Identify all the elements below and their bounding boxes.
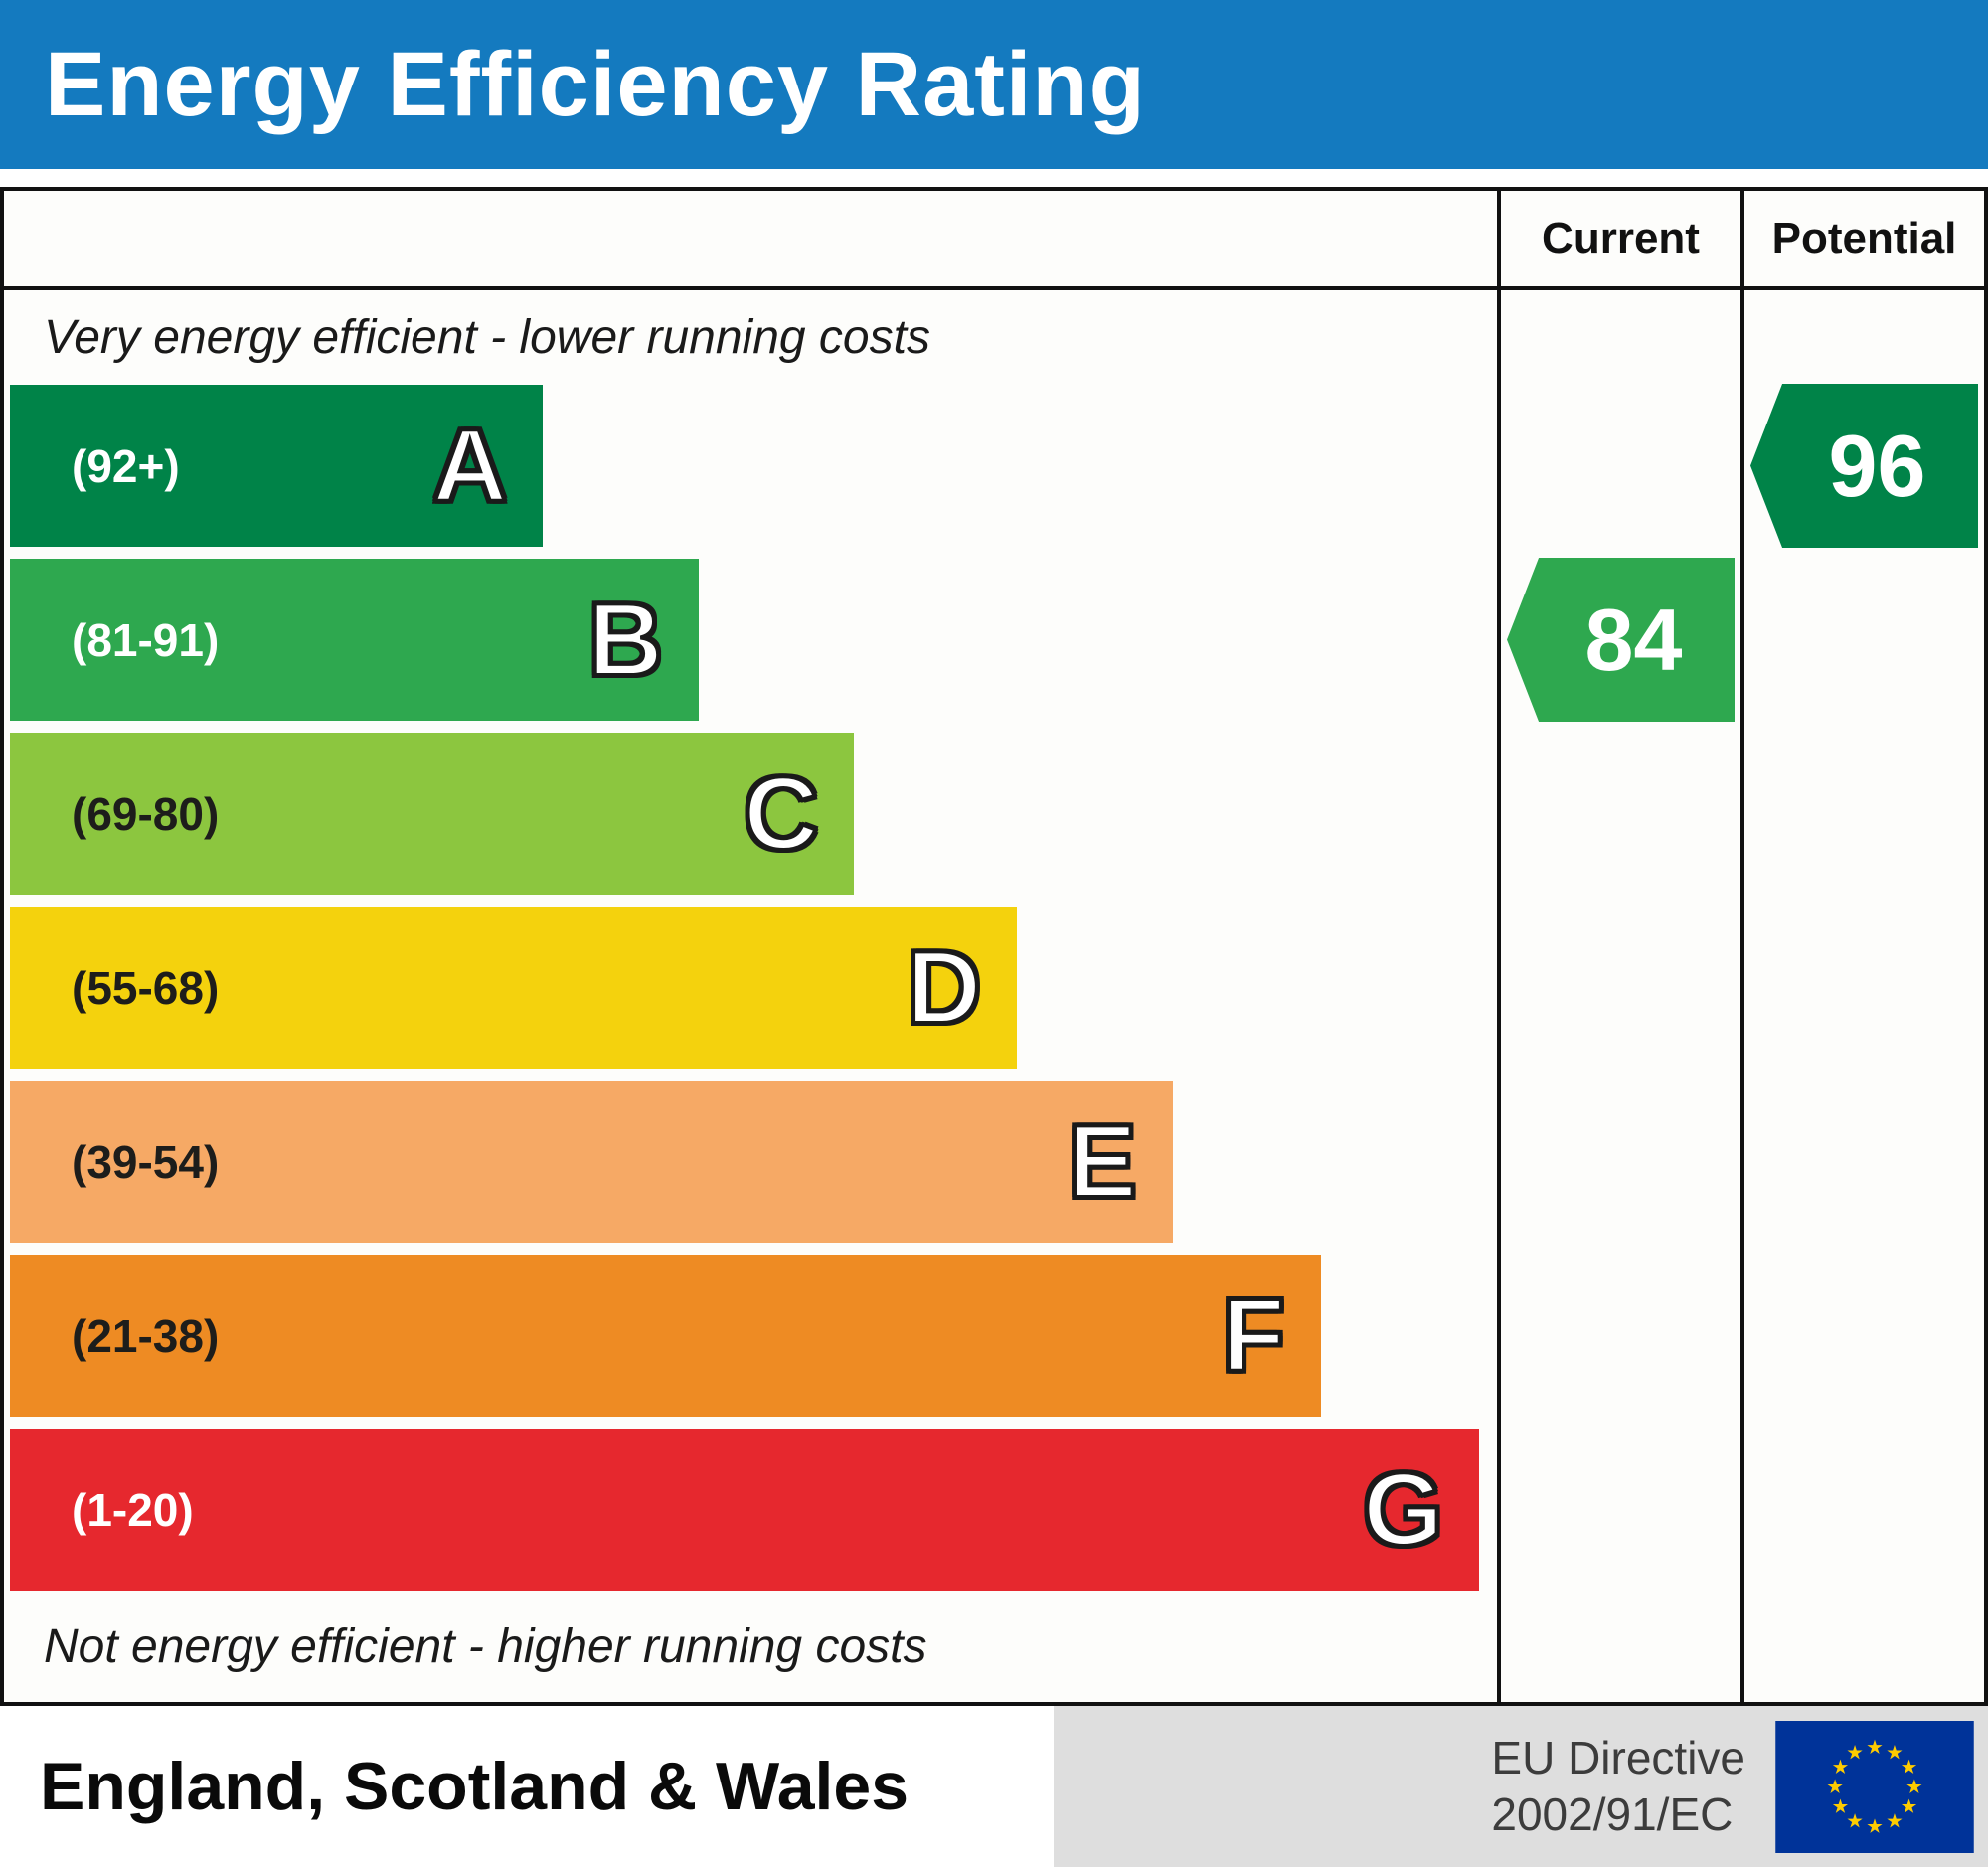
current-rating-value: 84: [1584, 590, 1683, 689]
bands-area: Very energy efficient - lower running co…: [4, 290, 1497, 1702]
band-row-d: (55-68) D: [10, 907, 1018, 1069]
page-title: Energy Efficiency Rating: [45, 33, 1146, 135]
band-letter: D: [905, 930, 983, 1046]
eu-directive-line2: 2002/91/EC: [1491, 1788, 1734, 1840]
band-letter: B: [586, 582, 665, 698]
footer-directive-area: EU Directive 2002/91/EC: [1054, 1706, 1988, 1867]
eu-flag-icon: [1775, 1720, 1974, 1853]
potential-rating-value: 96: [1828, 416, 1926, 515]
band-letter: F: [1220, 1277, 1287, 1394]
footer: England, Scotland & Wales EU Directive 2…: [0, 1706, 1988, 1867]
top-note: Very energy efficient - lower running co…: [44, 311, 930, 364]
eu-directive-label: EU Directive 2002/91/EC: [1491, 1730, 1745, 1844]
bands-column: Very energy efficient - lower running co…: [4, 191, 1497, 1702]
current-arrow-track: 84: [1501, 290, 1740, 1702]
potential-column-header: Potential: [1744, 191, 1984, 290]
rating-table: Very energy efficient - lower running co…: [0, 187, 1988, 1706]
current-column: Current 84: [1497, 191, 1740, 1702]
bands-column-header: [4, 191, 1497, 290]
current-rating-arrow: 84: [1507, 558, 1735, 722]
band-letter: A: [430, 408, 509, 524]
band-row-a: (92+) A: [10, 385, 544, 547]
potential-rating-arrow: 96: [1750, 384, 1978, 548]
potential-column: Potential 96: [1740, 191, 1984, 1702]
eu-directive-line1: EU Directive: [1491, 1731, 1745, 1783]
band-row-e: (39-54) E: [10, 1081, 1173, 1243]
band-letter: E: [1066, 1103, 1138, 1220]
band-bars: (92+) A (81-91) B (69-80) C (55-68) D (3…: [4, 385, 1497, 1591]
band-row-f: (21-38) F: [10, 1255, 1321, 1417]
region-label: England, Scotland & Wales: [40, 1749, 910, 1824]
band-row-c: (69-80) C: [10, 733, 855, 895]
band-row-b: (81-91) B: [10, 559, 699, 721]
bottom-note: Not energy efficient - higher running co…: [44, 1619, 927, 1673]
band-row-g: (1-20) G: [10, 1429, 1480, 1591]
band-range-label: (21-38): [72, 1309, 220, 1362]
band-range-label: (69-80): [72, 787, 220, 840]
band-range-label: (92+): [72, 439, 180, 492]
title-bar: Energy Efficiency Rating: [0, 0, 1988, 169]
potential-arrow-track: 96: [1744, 290, 1984, 1702]
band-range-label: (81-91): [72, 613, 220, 666]
footer-region: England, Scotland & Wales: [0, 1706, 1054, 1867]
band-range-label: (39-54): [72, 1135, 220, 1188]
band-letter: G: [1361, 1451, 1445, 1568]
band-letter: C: [742, 756, 820, 872]
band-range-label: (55-68): [72, 961, 220, 1014]
band-range-label: (1-20): [72, 1483, 194, 1536]
current-column-header: Current: [1501, 191, 1740, 290]
